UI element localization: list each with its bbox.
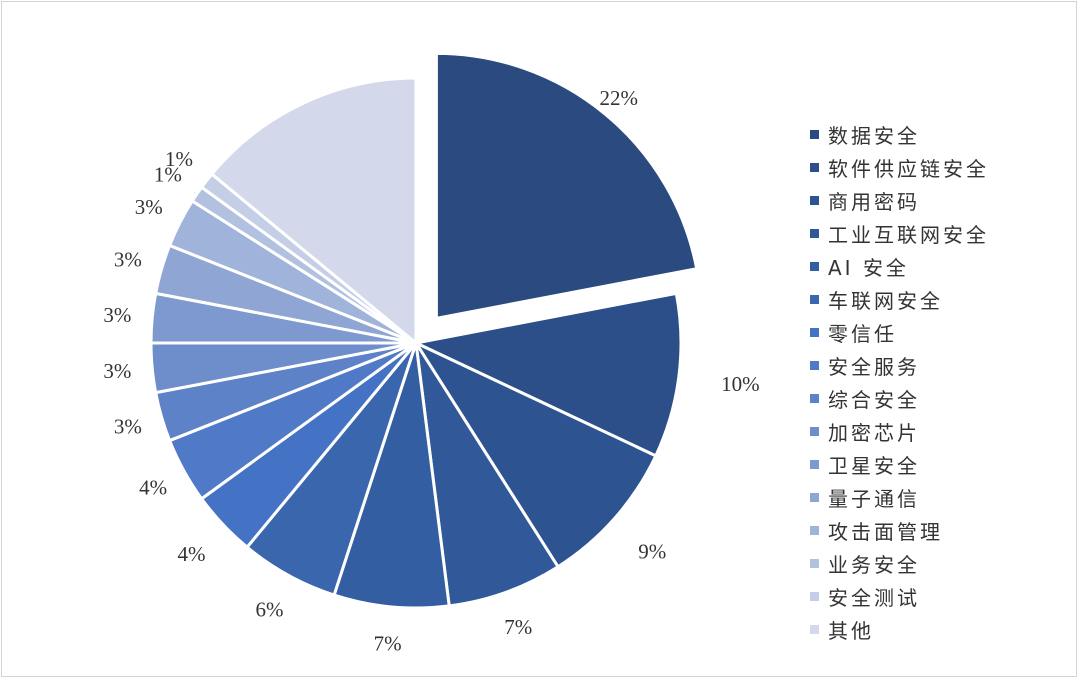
pie-slice-2 (414, 291, 683, 458)
data-label-11: 3% (103, 303, 131, 327)
legend-item: 零信任 (810, 316, 1070, 349)
legend-item: 软件供应链安全 (810, 151, 1070, 184)
pie-slice-5 (332, 341, 451, 610)
pie-slice-1 (434, 51, 699, 320)
data-label-14: 1% (154, 162, 182, 186)
legend-item: 车联网安全 (810, 283, 1070, 316)
legend-swatch (810, 295, 819, 304)
legend-label: 零信任 (828, 322, 897, 346)
legend-swatch (810, 262, 819, 271)
legend-swatch (810, 328, 819, 337)
legend-label: 其他 (828, 619, 874, 643)
legend-label: 安全测试 (828, 586, 920, 610)
data-label-3: 9% (638, 539, 666, 563)
legend-item: 其他 (810, 613, 1070, 646)
legend: 数据安全软件供应链安全 商用密码工业互联网安全 AI 安全车联网安全零信任安全服务综… (810, 118, 1070, 646)
pie-slice-16 (210, 76, 418, 345)
data-label-12: 3% (114, 247, 142, 271)
legend-item: 卫星安全 (810, 448, 1070, 481)
legend-swatch (810, 394, 819, 403)
legend-label: AI 安全 (828, 256, 909, 280)
data-label-13: 3% (135, 195, 163, 219)
legend-label: 数据安全 (828, 124, 920, 148)
legend-label: 车联网安全 (828, 289, 943, 313)
legend-item: 安全测试 (810, 580, 1070, 613)
legend-item: 安全服务 (810, 349, 1070, 382)
legend-label: 加密芯片 (828, 421, 920, 445)
data-label-1: 22% (599, 86, 638, 110)
data-label-15: 1% (165, 147, 193, 171)
legend-label: 卫星安全 (828, 454, 920, 478)
legend-label: 工业互联网安全 (828, 223, 989, 247)
legend-item: 攻击面管理 (810, 514, 1070, 547)
legend-label: 业务安全 (828, 553, 920, 577)
legend-item: 业务安全 (810, 547, 1070, 580)
legend-swatch (810, 427, 819, 436)
legend-label: 软件供应链安全 (828, 157, 989, 181)
legend-swatch (810, 559, 819, 568)
legend-swatch (810, 196, 819, 205)
data-label-5: 7% (374, 632, 402, 656)
legend-swatch (810, 625, 819, 634)
legend-swatch (810, 229, 819, 238)
legend-swatch (810, 493, 819, 502)
legend-item: AI 安全 (810, 250, 1070, 283)
pie-slice-3 (414, 341, 658, 569)
legend-item: 工业互联网安全 (810, 217, 1070, 250)
legend-label: 量子通信 (828, 487, 920, 511)
data-label-8: 4% (139, 476, 167, 500)
legend-swatch (810, 526, 819, 535)
data-labels: 22%10%9%7%7%6%4%4%3%3%3%3%3%1%1% (103, 86, 759, 656)
pie-slices (149, 51, 699, 610)
legend-item: 数据安全 (810, 118, 1070, 151)
data-label-10: 3% (103, 359, 131, 383)
data-label-6: 6% (256, 597, 284, 621)
legend-swatch (810, 130, 819, 139)
legend-item: 综合安全 (810, 382, 1070, 415)
pie-slice-4 (414, 341, 560, 608)
legend-swatch (810, 592, 819, 601)
data-label-4: 7% (504, 615, 532, 639)
legend-item: 商用密码 (810, 184, 1070, 217)
legend-item: 量子通信 (810, 481, 1070, 514)
legend-swatch (810, 163, 819, 172)
legend-swatch (810, 361, 819, 370)
data-label-7: 4% (177, 542, 205, 566)
legend-label: 商用密码 (828, 190, 920, 214)
legend-item: 加密芯片 (810, 415, 1070, 448)
legend-label: 安全服务 (828, 355, 920, 379)
legend-swatch (810, 460, 819, 469)
legend-label: 综合安全 (828, 388, 920, 412)
data-label-2: 10% (721, 372, 760, 396)
data-label-9: 3% (114, 415, 142, 439)
legend-label: 攻击面管理 (828, 520, 943, 544)
